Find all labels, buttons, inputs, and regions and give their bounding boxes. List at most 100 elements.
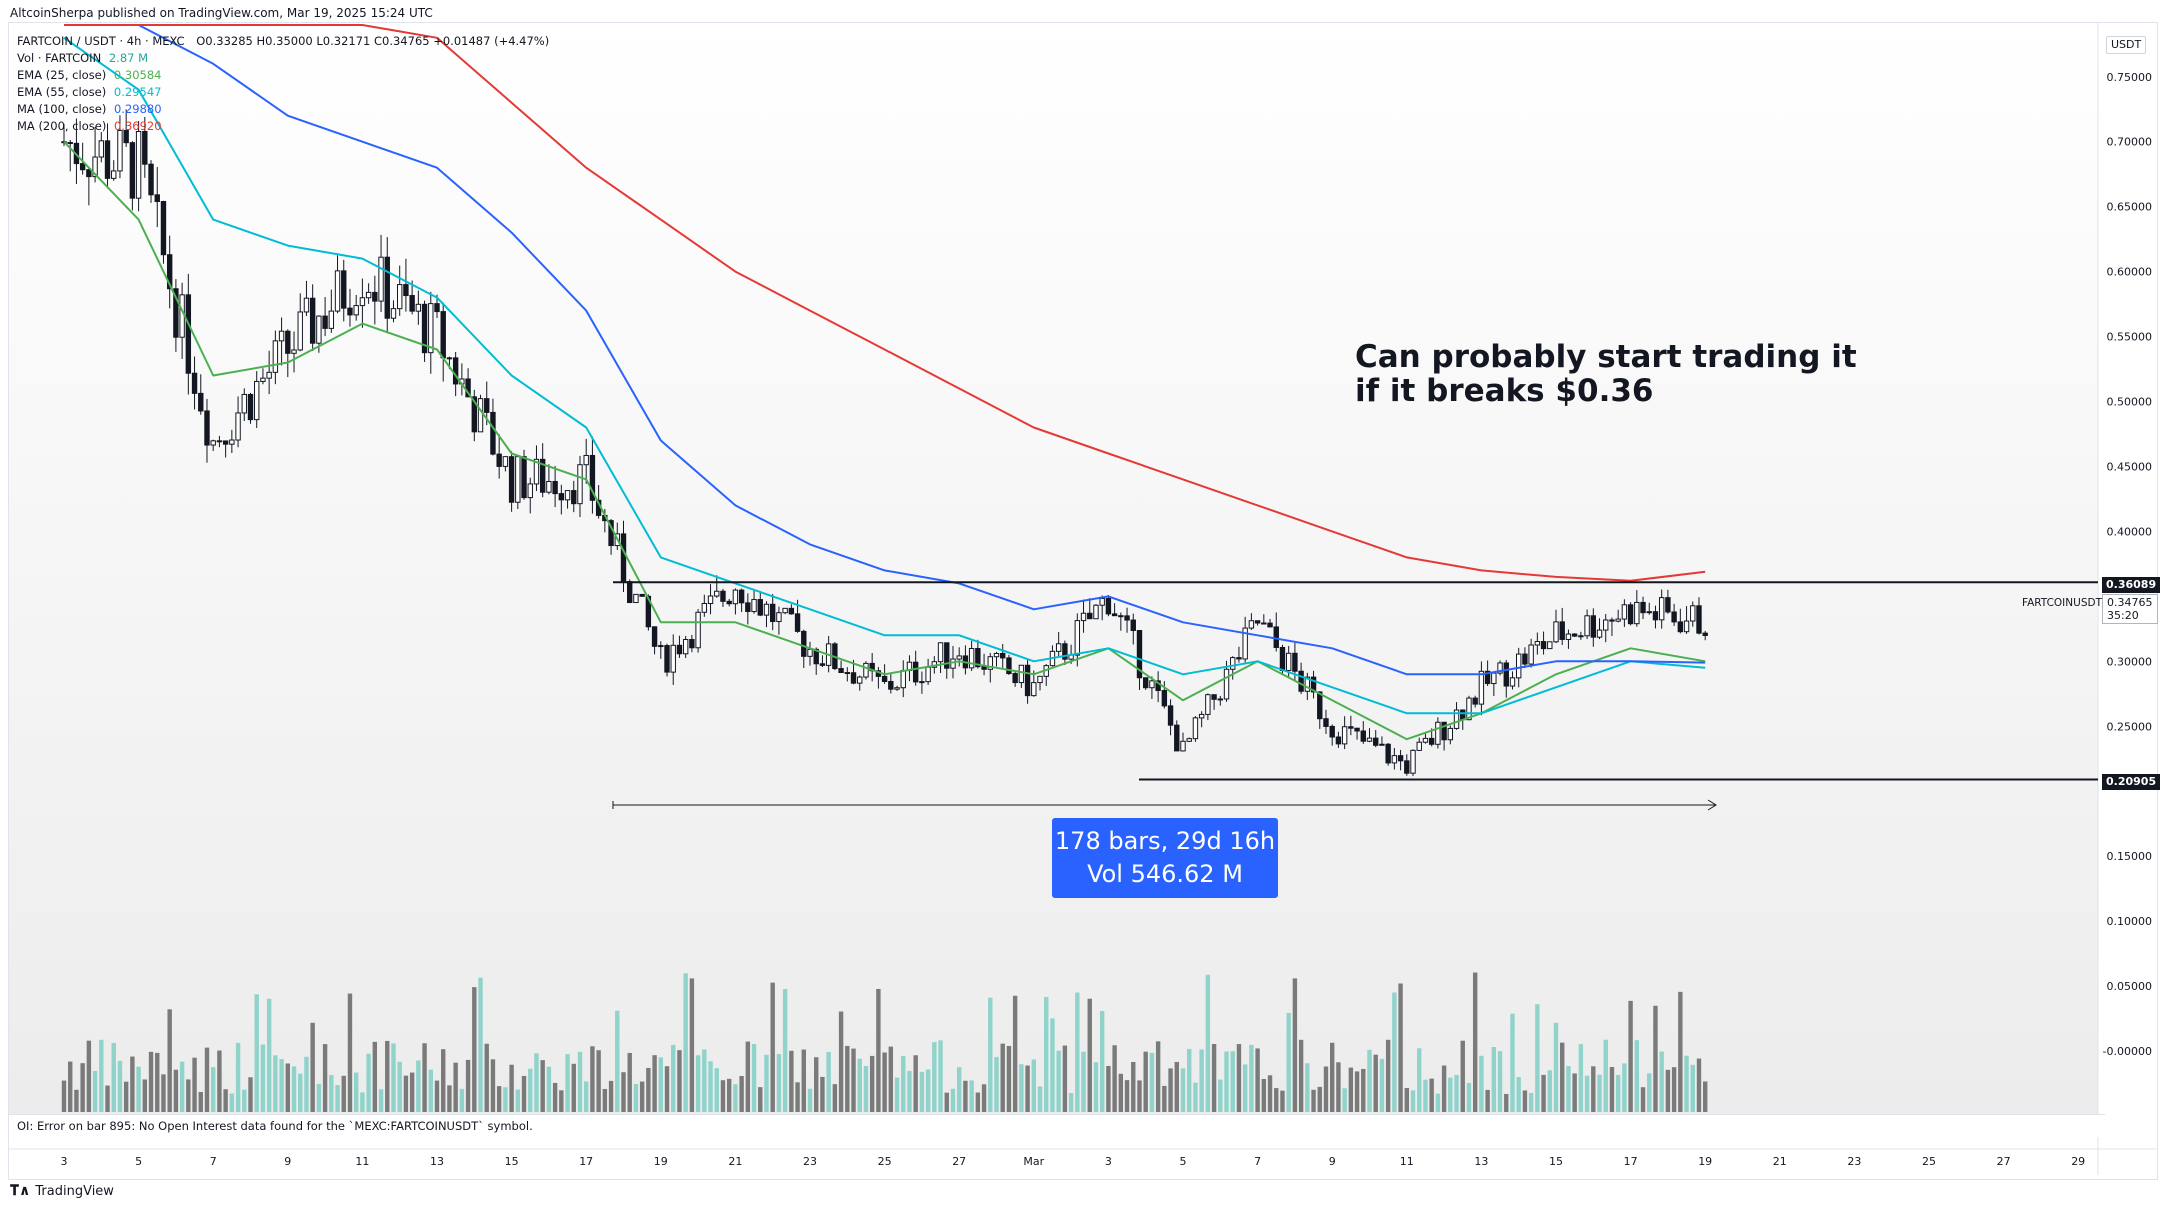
candle-body [1348, 726, 1354, 729]
candle-body [1466, 697, 1472, 721]
candle-body [1267, 622, 1273, 628]
volume-bar [521, 1075, 527, 1112]
candle-body [714, 590, 720, 597]
volume-bar [1497, 1051, 1503, 1112]
volume-bar [577, 1051, 583, 1112]
legend-ema25-row[interactable]: EMA (25, close) 0.30584 [17, 67, 549, 84]
volume-bar [950, 1088, 956, 1112]
volume-bar [677, 1050, 682, 1112]
volume-bar [1398, 983, 1403, 1112]
candle-body [98, 140, 104, 158]
candle-body [1279, 646, 1286, 671]
legend-ma200-row[interactable]: MA (200, close) 0.36920 [17, 118, 549, 135]
legend-vol-row[interactable]: Vol · FARTCOIN 2.87 M [17, 50, 549, 67]
volume-bar [447, 1085, 452, 1112]
volume-bar [1298, 1039, 1304, 1112]
volume-bar [366, 1053, 371, 1112]
volume-bar [602, 1088, 608, 1112]
volume-bar [1218, 1079, 1223, 1112]
candle-body [1503, 662, 1509, 687]
volume-bar [142, 1079, 148, 1112]
legend-ema55-row[interactable]: EMA (55, close) 0.29547 [17, 84, 549, 101]
volume-bar [217, 1050, 222, 1112]
candle-body [272, 340, 279, 373]
candle-body [1596, 629, 1603, 638]
candle-body [297, 311, 303, 351]
volume-bar [1516, 1077, 1521, 1112]
candle-body [651, 626, 658, 647]
volume-bar [1112, 1045, 1117, 1112]
legend-symbol-row[interactable]: FARTCOIN / USDT · 4h · MEXC O0.33285 H0.… [17, 33, 549, 50]
volume-bar [173, 1069, 179, 1112]
volume-bar [621, 1072, 626, 1112]
candle-body [1118, 615, 1124, 618]
tradingview-brand[interactable]: 𝐓∧ TradingView [10, 1183, 114, 1199]
annotation-text[interactable]: Can probably start trading it if it brea… [1355, 340, 1857, 408]
volume-bar [391, 1043, 396, 1112]
ma-line-1 [63, 36, 1706, 715]
volume-bar [335, 1085, 340, 1112]
date-price-range-label[interactable]: 178 bars, 29d 16h Vol 546.62 M [1052, 818, 1278, 898]
candle-body [1615, 618, 1621, 622]
candle-body [589, 454, 596, 501]
volume-bar [1317, 1086, 1322, 1112]
volume-bar [1684, 1055, 1689, 1112]
volume-bar [1435, 1093, 1441, 1112]
time-label-0: 3 [61, 1155, 68, 1168]
volume-bar [1311, 1089, 1316, 1112]
status-error-message: OI: Error on bar 895: No Open Interest d… [9, 1114, 2105, 1137]
legend-ohlc: O0.33285 H0.35000 L0.32171 C0.34765 +0.0… [196, 34, 550, 48]
volume-bar [1224, 1051, 1229, 1112]
volume-bar [86, 1040, 92, 1112]
price-label-7: 0.40000 [2107, 525, 2153, 538]
candle-body [1354, 727, 1360, 732]
legend-ma100-row[interactable]: MA (100, close) 0.29880 [17, 101, 549, 118]
volume-bar [1572, 1073, 1577, 1112]
volume-bar [1068, 1092, 1074, 1112]
currency-label[interactable]: USDT [2106, 36, 2147, 54]
volume-bar [372, 1041, 378, 1112]
candle-body [981, 666, 987, 670]
candle-body [1571, 633, 1578, 637]
candle-body [428, 303, 434, 354]
legend-ema25-value: 0.30584 [113, 68, 162, 82]
volume-bar [932, 1042, 937, 1112]
volume-bar [559, 1090, 564, 1112]
price-label-13: -0.00000 [2103, 1045, 2152, 1058]
candle-body [1646, 611, 1652, 614]
volume-bar [776, 1054, 782, 1112]
candles [61, 109, 1708, 777]
volume-bar [758, 1087, 763, 1112]
volume-bar [155, 1052, 160, 1112]
candle-body [745, 602, 751, 613]
candle-body [254, 380, 260, 421]
time-label-16: 7 [1254, 1155, 1261, 1168]
candle-body [390, 308, 397, 319]
volume-bar [1143, 1051, 1148, 1112]
volume-bar [1019, 1064, 1024, 1112]
volume-bar [503, 1087, 508, 1112]
price-label-3: 0.60000 [2107, 266, 2153, 279]
volume-bar [515, 1089, 521, 1112]
candle-body [515, 456, 521, 503]
candle-body [229, 439, 235, 445]
volume-bar [1037, 1086, 1043, 1112]
volume-bar [1429, 1078, 1434, 1112]
time-label-11: 25 [878, 1155, 892, 1168]
candle-body [695, 611, 701, 649]
time-label-8: 19 [654, 1155, 668, 1168]
candle-body [1341, 726, 1348, 745]
volume-bar [1274, 1088, 1279, 1112]
candle-body [751, 599, 757, 613]
volume-bar [1087, 998, 1092, 1112]
candle-body [782, 607, 788, 614]
volume-bar [633, 1083, 639, 1112]
candle-body [384, 256, 390, 319]
volume-bar [919, 1071, 925, 1112]
candle-body [794, 613, 801, 632]
time-label-9: 21 [728, 1155, 742, 1168]
candle-body [664, 645, 670, 673]
volume-bar [981, 1084, 987, 1112]
volume-bar [546, 1066, 552, 1112]
